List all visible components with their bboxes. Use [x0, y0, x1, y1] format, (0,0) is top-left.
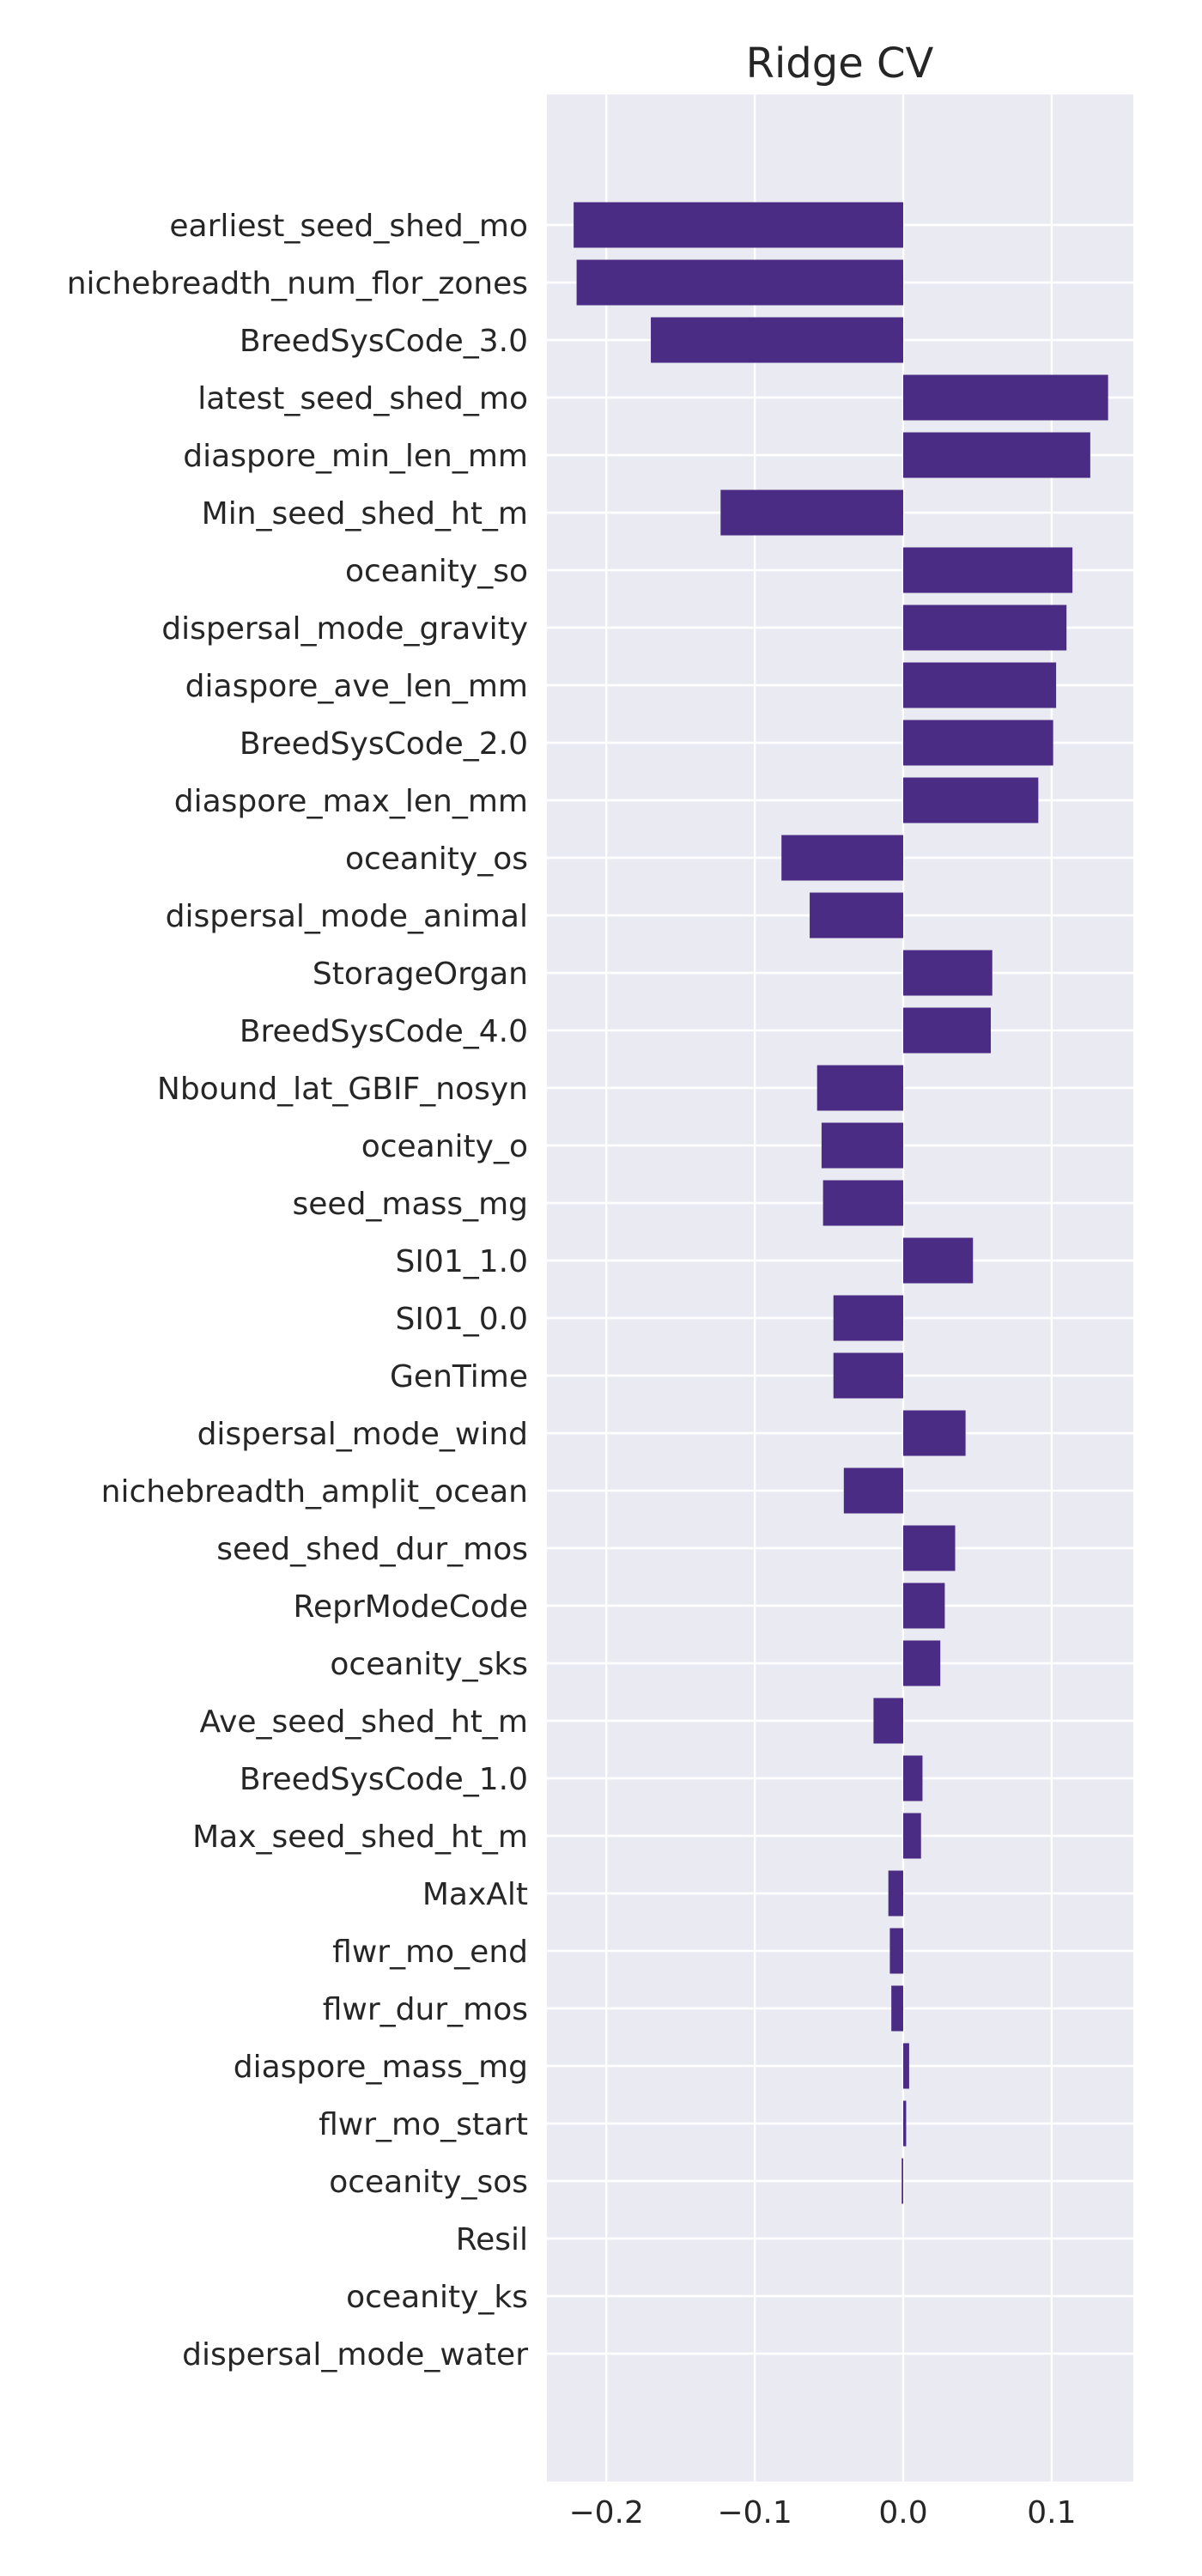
category-label: Nbound_lat_GBIF_nosyn: [157, 1072, 528, 1107]
bar-storageorgan: [902, 950, 993, 996]
bar-dispersal-mode-wind: [902, 1410, 966, 1456]
category-label: BreedSysCode_1.0: [240, 1762, 528, 1797]
category-label: dispersal_mode_gravity: [161, 611, 528, 647]
bar-maxalt: [888, 1870, 903, 1917]
category-label: diaspore_min_len_mm: [183, 439, 528, 474]
category-label: nichebreadth_num_flor_zones: [67, 266, 528, 301]
bar-oceanity-sos: [902, 2158, 903, 2204]
bar-oceanity-so: [902, 547, 1073, 593]
category-label: flwr_mo_end: [332, 1935, 528, 1970]
bar-layer: [574, 202, 1108, 2204]
category-label: oceanity_sos: [329, 2165, 528, 2200]
category-label: GenTime: [390, 1359, 528, 1394]
category-label: Resil: [456, 2222, 528, 2257]
bar-oceanity-sks: [902, 1640, 941, 1686]
category-label: diaspore_ave_len_mm: [185, 669, 528, 704]
bar-si01-1-0: [902, 1237, 974, 1284]
bar-reprmodecode: [902, 1583, 945, 1629]
category-label: oceanity_o: [361, 1129, 528, 1164]
category-label: diaspore_max_len_mm: [174, 784, 528, 819]
category-label: nichebreadth_amplit_ocean: [101, 1474, 528, 1510]
bar-breedsyscode-2-0: [902, 720, 1053, 766]
category-label: latest_seed_shed_mo: [197, 381, 528, 416]
category-label: Ave_seed_shed_ht_m: [200, 1704, 528, 1740]
bar-nbound-lat-gbif-nosyn: [817, 1065, 903, 1111]
bar-flwr-mo-end: [889, 1928, 903, 1974]
category-label: dispersal_mode_wind: [197, 1417, 528, 1452]
category-label: seed_shed_dur_mos: [216, 1532, 528, 1567]
category-label: MaxAlt: [422, 1877, 528, 1912]
bar-ave-seed-shed-ht-m: [873, 1698, 903, 1744]
category-label: earliest_seed_shed_mo: [169, 209, 528, 244]
bar-diaspore-ave-len-mm: [902, 662, 1057, 708]
bar-diaspore-min-len-mm: [902, 432, 1090, 478]
bar-seed-shed-dur-mos: [902, 1525, 956, 1571]
bar-gentime: [833, 1352, 903, 1399]
category-label: flwr_dur_mos: [323, 1992, 528, 2027]
bar-breedsyscode-1-0: [902, 1755, 923, 1801]
bar-flwr-dur-mos: [891, 1985, 903, 2032]
bar-seed-mass-mg: [823, 1180, 903, 1226]
category-label: oceanity_ks: [346, 2280, 528, 2315]
category-label: seed_mass_mg: [293, 1187, 528, 1222]
category-label: Min_seed_shed_ht_m: [202, 496, 528, 532]
x-tick-label: −0.1: [717, 2495, 792, 2530]
category-label-layer: earliest_seed_shed_mo nichebreadth_num_fl…: [67, 209, 528, 2372]
category-label: dispersal_mode_animal: [166, 899, 528, 934]
category-label: Max_seed_shed_ht_m: [192, 1820, 528, 1855]
category-label: oceanity_so: [345, 554, 528, 589]
bar-nichebreadth-num-flor-zones: [576, 259, 903, 306]
category-label: dispersal_mode_water: [182, 2337, 528, 2372]
bar-diaspore-mass-mg: [902, 2043, 909, 2089]
x-tick-label: −0.2: [568, 2495, 643, 2530]
category-label: BreedSysCode_3.0: [240, 324, 528, 359]
bar-oceanity-o: [821, 1122, 903, 1169]
bar-earliest-seed-shed-mo: [574, 202, 903, 248]
category-label: BreedSysCode_4.0: [240, 1014, 528, 1049]
bar-dispersal-mode-gravity: [902, 605, 1067, 651]
category-label: BreedSysCode_2.0: [240, 726, 528, 762]
category-label: SI01_1.0: [395, 1244, 528, 1279]
bar-flwr-mo-start: [902, 2100, 907, 2147]
category-label: diaspore_mass_mg: [234, 2050, 528, 2085]
bar-latest-seed-shed-mo: [902, 374, 1108, 421]
category-label: oceanity_sks: [330, 1647, 528, 1682]
bar-nichebreadth-amplit-ocean: [843, 1467, 903, 1514]
bar-min-seed-shed-ht-m: [720, 489, 903, 536]
x-tick-label: 0.0: [878, 2495, 927, 2530]
bar-oceanity-os: [781, 835, 903, 881]
bar-max-seed-shed-ht-m: [902, 1813, 921, 1859]
x-tick-label-layer: −0.2 −0.1 0.0 0.1: [568, 2495, 1076, 2530]
bar-breedsyscode-3-0: [651, 317, 903, 363]
bar-dispersal-mode-animal: [810, 892, 903, 939]
chart-title: Ridge CV: [746, 39, 934, 88]
category-label: flwr_mo_start: [319, 2107, 528, 2142]
category-label: SI01_0.0: [395, 1302, 528, 1337]
category-label: oceanity_os: [345, 841, 528, 877]
category-label: ReprModeCode: [294, 1589, 528, 1625]
bar-si01-0-0: [833, 1295, 903, 1341]
category-label: StorageOrgan: [313, 957, 528, 992]
bar-breedsyscode-4-0: [902, 1007, 992, 1054]
bar-diaspore-max-len-mm: [902, 777, 1039, 823]
x-tick-label: 0.1: [1027, 2495, 1076, 2530]
